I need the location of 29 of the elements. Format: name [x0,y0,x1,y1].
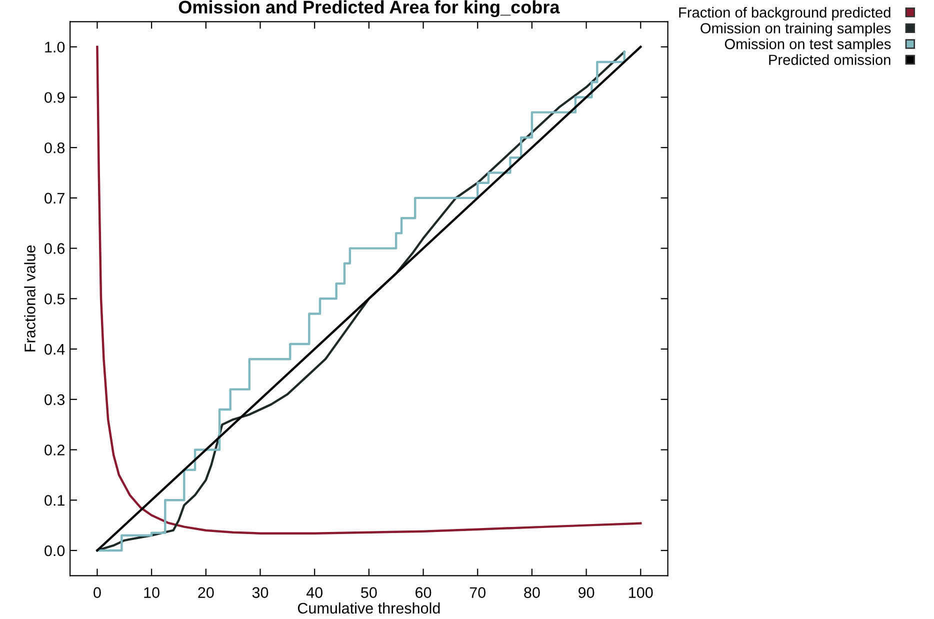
x-axis-title: Cumulative threshold [298,602,440,614]
y-tick-label: 0.5 [44,294,65,304]
y-tick-label: 0.0 [44,545,65,556]
x-tick-label: 50 [361,587,377,598]
y-tick-label: 0.4 [44,344,65,355]
legend-label: Omission on training samples [700,22,891,36]
legend-label: Predicted omission [769,54,890,65]
x-tick-label: 30 [252,587,268,598]
x-tick-label: 20 [198,587,214,598]
x-tick-label: 90 [578,587,594,598]
chart-title: Omission and Predicted Area for king_cobra [178,0,560,18]
legend-label: Omission on test samples [724,38,891,52]
legend-label: Fraction of background predicted [679,6,890,21]
x-tick-label: 80 [524,587,540,598]
y-tick-label: 0.7 [44,192,64,204]
y-tick-label: 0.3 [44,394,65,406]
x-tick-label: 10 [144,587,160,598]
x-tick-label: 40 [306,587,322,598]
x-tick-label: 60 [416,587,432,598]
y-axis-title: Fractional value [24,245,36,352]
y-tick-label: 0.1 [44,494,64,506]
x-tick-label: 0 [94,587,101,598]
x-tick-label: 100 [629,587,653,598]
x-tick-label: 70 [470,587,486,598]
y-tick-label: 0.8 [44,142,65,154]
y-tick-label: 0.9 [44,92,64,103]
y-tick-label: 0.2 [44,444,64,456]
y-tick-label: 1.0 [45,42,65,53]
y-tick-label: 0.6 [44,243,65,254]
